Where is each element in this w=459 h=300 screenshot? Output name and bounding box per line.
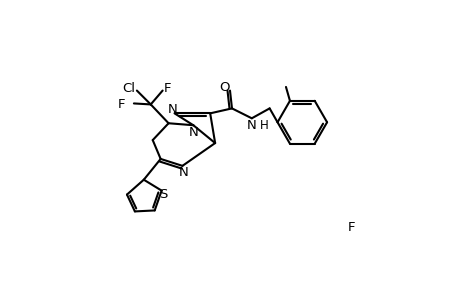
Text: F: F	[163, 82, 171, 95]
Text: F: F	[117, 98, 124, 111]
Text: Cl: Cl	[122, 82, 135, 95]
Text: S: S	[159, 188, 168, 201]
Text: F: F	[347, 221, 355, 234]
Text: O: O	[218, 81, 229, 94]
Text: N: N	[167, 103, 177, 116]
Text: N: N	[178, 166, 188, 179]
Text: H: H	[259, 119, 268, 132]
Text: N: N	[188, 126, 198, 139]
Text: N: N	[246, 119, 256, 132]
